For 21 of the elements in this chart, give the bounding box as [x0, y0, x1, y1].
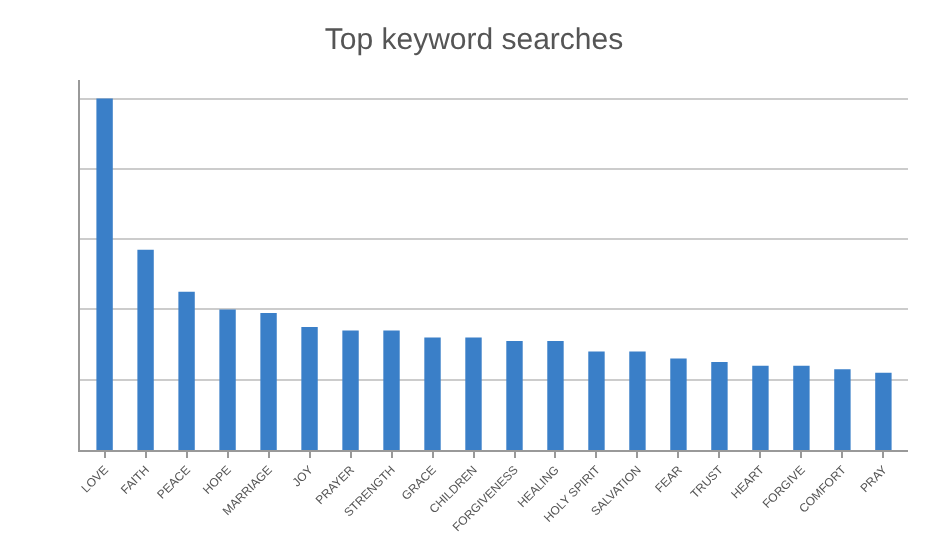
bar [137, 249, 154, 450]
bar [342, 330, 359, 450]
bar [711, 362, 728, 450]
chart-title: Top keyword searches [324, 23, 624, 57]
bar [547, 341, 564, 450]
bar [629, 351, 646, 450]
bar [301, 326, 318, 450]
bar [752, 365, 769, 450]
bar [260, 312, 277, 450]
bar [178, 291, 195, 450]
bar [219, 309, 236, 450]
bar [670, 358, 687, 450]
bar [424, 337, 441, 450]
bar [96, 98, 113, 450]
bar [383, 330, 400, 450]
bar [834, 369, 851, 450]
bar [506, 341, 523, 450]
bar [793, 365, 810, 450]
bar [588, 351, 605, 450]
bar [875, 372, 892, 450]
bar [465, 337, 482, 450]
